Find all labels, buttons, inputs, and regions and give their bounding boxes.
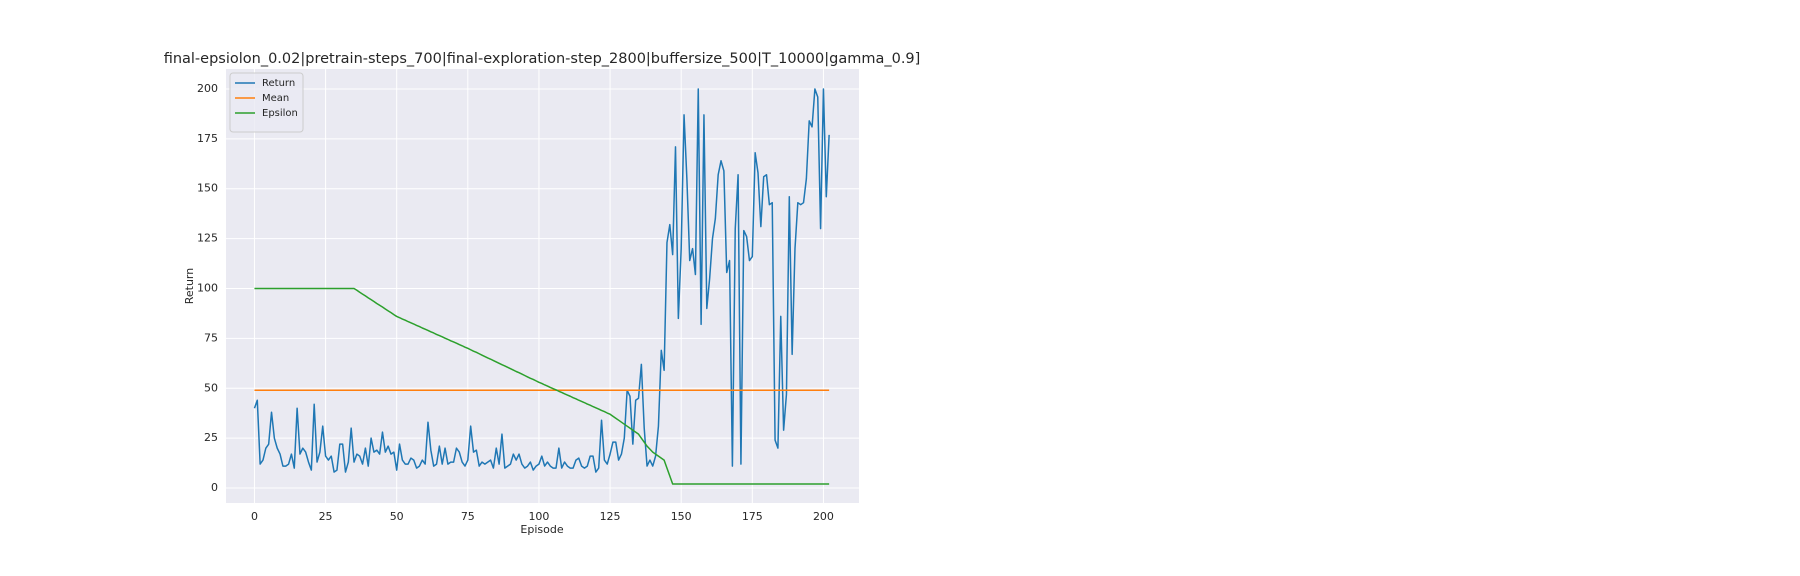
lines [253,88,830,485]
x-tick-label: 175 [742,510,763,523]
series-line [254,287,830,485]
x-tick-label: 100 [528,510,549,523]
x-tick-label: 75 [461,510,475,523]
plot-area [226,69,859,503]
y-tick-label: 25 [204,431,218,444]
legend-label: Mean [262,93,289,104]
y-tick-label: 200 [197,82,218,95]
x-tick-label: 200 [813,510,834,523]
legend-label: Return [262,78,295,89]
y-tick-label: 75 [204,331,218,344]
x-tick-label: 25 [319,510,333,523]
y-tick-label: 0 [211,481,218,494]
y-tick-label: 150 [197,182,218,195]
y-tick-label: 125 [197,232,218,245]
legend-label: Epsilon [262,108,298,119]
x-tick-label: 50 [390,510,404,523]
x-tick-label: 150 [671,510,692,523]
x-tick-label: 0 [251,510,258,523]
grid [226,69,859,503]
legend: Return Mean Epsilon [229,72,304,133]
y-tick-label: 175 [197,132,218,145]
chart-title: final-epsiolon_0.02|pretrain-steps_700|f… [164,51,921,67]
y-tick-label: 50 [204,381,218,394]
x-axis-label: Episode [520,523,563,536]
x-tick-label: 125 [600,510,621,523]
y-tick-label: 100 [197,281,218,294]
legend-box [229,72,304,133]
y-axis-label: Return [183,268,196,305]
series-line [253,88,830,473]
